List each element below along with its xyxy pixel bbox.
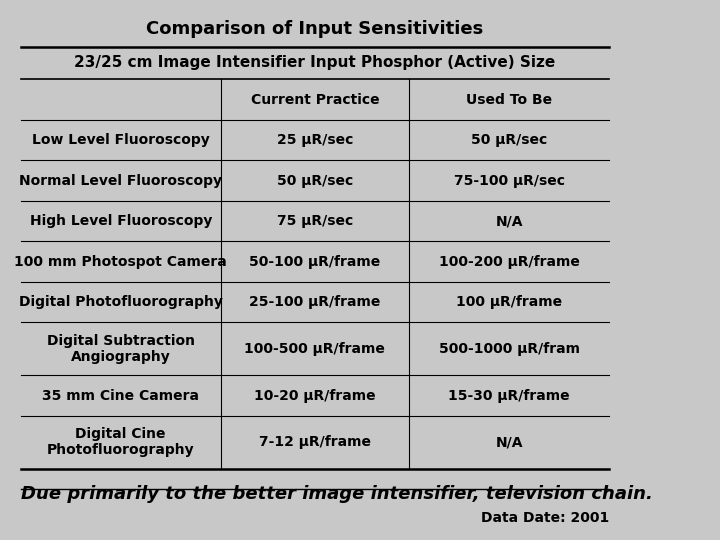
- Text: 100 mm Photospot Camera: 100 mm Photospot Camera: [14, 254, 227, 268]
- Text: 10-20 μR/frame: 10-20 μR/frame: [254, 389, 376, 402]
- Text: Comparison of Input Sensitivities: Comparison of Input Sensitivities: [146, 20, 484, 38]
- Text: 100 μR/frame: 100 μR/frame: [456, 295, 562, 309]
- Text: 25 μR/sec: 25 μR/sec: [276, 133, 353, 147]
- Text: 7-12 μR/frame: 7-12 μR/frame: [259, 435, 371, 449]
- Text: 15-30 μR/frame: 15-30 μR/frame: [448, 389, 570, 402]
- Text: 75-100 μR/sec: 75-100 μR/sec: [454, 173, 564, 187]
- Text: 35 mm Cine Camera: 35 mm Cine Camera: [42, 389, 199, 402]
- Text: N/A: N/A: [495, 435, 523, 449]
- Text: Data Date: 2001: Data Date: 2001: [481, 511, 609, 525]
- Text: 75 μR/sec: 75 μR/sec: [276, 214, 353, 228]
- Text: 50 μR/sec: 50 μR/sec: [276, 173, 353, 187]
- Text: Used To Be: Used To Be: [466, 92, 552, 106]
- Text: 50-100 μR/frame: 50-100 μR/frame: [249, 254, 380, 268]
- Text: Digital Subtraction
Angiography: Digital Subtraction Angiography: [47, 334, 194, 364]
- Text: 50 μR/sec: 50 μR/sec: [471, 133, 547, 147]
- Text: 100-200 μR/frame: 100-200 μR/frame: [438, 254, 580, 268]
- Text: 23/25 cm Image Intensifier Input Phosphor (Active) Size: 23/25 cm Image Intensifier Input Phospho…: [74, 55, 556, 70]
- Text: Low Level Fluoroscopy: Low Level Fluoroscopy: [32, 133, 210, 147]
- Text: Current Practice: Current Practice: [251, 92, 379, 106]
- Text: Digital Photofluorography: Digital Photofluorography: [19, 295, 222, 309]
- Text: High Level Fluoroscopy: High Level Fluoroscopy: [30, 214, 212, 228]
- Text: Due primarily to the better image intensifier, television chain.: Due primarily to the better image intens…: [21, 485, 652, 503]
- Text: Normal Level Fluoroscopy: Normal Level Fluoroscopy: [19, 173, 222, 187]
- Text: Digital Cine
Photofluorography: Digital Cine Photofluorography: [47, 427, 194, 457]
- Text: 500-1000 μR/fram: 500-1000 μR/fram: [438, 342, 580, 356]
- Text: 100-500 μR/frame: 100-500 μR/frame: [244, 342, 385, 356]
- Text: N/A: N/A: [495, 214, 523, 228]
- Text: 25-100 μR/frame: 25-100 μR/frame: [249, 295, 381, 309]
